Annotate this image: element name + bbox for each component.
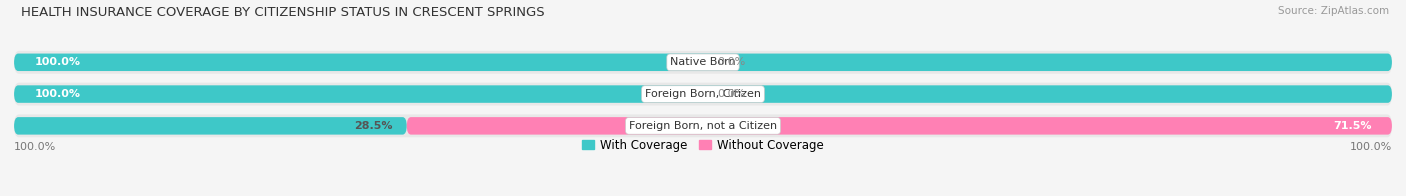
FancyBboxPatch shape xyxy=(406,117,1392,135)
Text: 0.0%: 0.0% xyxy=(717,57,745,67)
FancyBboxPatch shape xyxy=(14,114,1392,137)
Text: 28.5%: 28.5% xyxy=(354,121,394,131)
FancyBboxPatch shape xyxy=(14,83,1392,105)
Text: HEALTH INSURANCE COVERAGE BY CITIZENSHIP STATUS IN CRESCENT SPRINGS: HEALTH INSURANCE COVERAGE BY CITIZENSHIP… xyxy=(21,6,544,19)
Text: 100.0%: 100.0% xyxy=(35,57,80,67)
FancyBboxPatch shape xyxy=(14,54,1392,71)
Text: 71.5%: 71.5% xyxy=(1333,121,1371,131)
Text: Foreign Born, not a Citizen: Foreign Born, not a Citizen xyxy=(628,121,778,131)
Text: 100.0%: 100.0% xyxy=(1350,142,1392,152)
FancyBboxPatch shape xyxy=(14,51,1392,74)
Text: Foreign Born, Citizen: Foreign Born, Citizen xyxy=(645,89,761,99)
Text: Native Born: Native Born xyxy=(671,57,735,67)
Legend: With Coverage, Without Coverage: With Coverage, Without Coverage xyxy=(578,134,828,156)
Text: 100.0%: 100.0% xyxy=(35,89,80,99)
Text: 100.0%: 100.0% xyxy=(14,142,56,152)
Text: 0.0%: 0.0% xyxy=(717,89,745,99)
Text: Source: ZipAtlas.com: Source: ZipAtlas.com xyxy=(1278,6,1389,16)
FancyBboxPatch shape xyxy=(14,117,406,135)
FancyBboxPatch shape xyxy=(14,85,1392,103)
